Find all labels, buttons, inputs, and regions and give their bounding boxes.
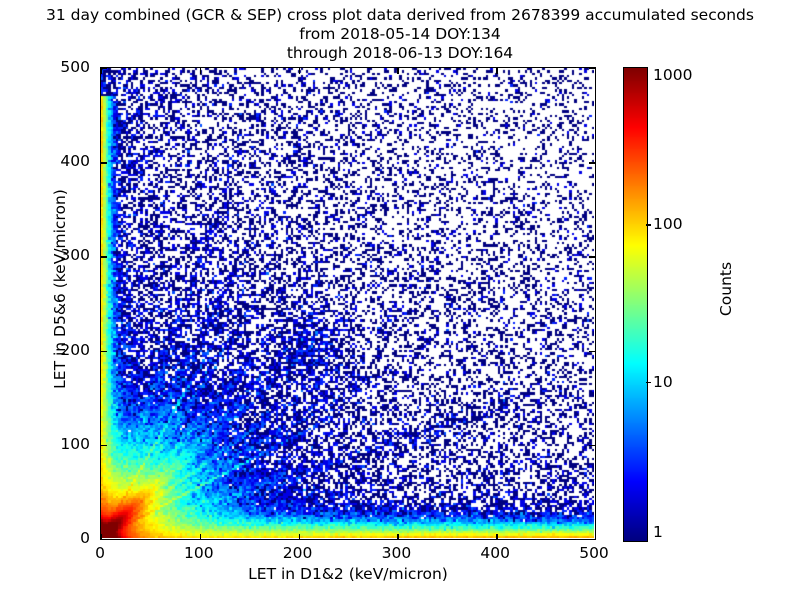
y-tick-label-100: 100 — [60, 434, 90, 453]
colorbar-tick-label-10: 10 — [653, 372, 673, 391]
x-axis-label: LET in D1&2 (keV/micron) — [248, 565, 448, 583]
colorbar-tick-label-1: 1 — [653, 523, 663, 541]
y-tick-right-300 — [589, 256, 595, 258]
y-tick-label-200: 200 — [60, 340, 90, 359]
y-tick-0 — [101, 539, 107, 541]
y-tick-label-500: 500 — [60, 58, 90, 76]
title-line-2: from 2018-05-14 DOY:134 — [299, 25, 501, 43]
x-tick-top-300 — [397, 68, 399, 74]
colorbar-tick-label-100: 100 — [653, 215, 683, 234]
x-tick-top-400 — [496, 68, 498, 74]
density-scatter-canvas — [101, 68, 594, 538]
y-tick-500 — [101, 68, 107, 70]
x-tick-label-300: 300 — [381, 544, 412, 562]
colorbar-title: Counts — [717, 261, 735, 317]
y-tick-300 — [101, 256, 107, 258]
y-tick-right-400 — [589, 162, 595, 164]
y-tick-200 — [101, 350, 107, 352]
y-tick-400 — [101, 162, 107, 164]
x-tick-top-500 — [595, 68, 597, 74]
x-tick-label-0: 0 — [95, 544, 105, 562]
plot-area — [100, 67, 597, 541]
chart-title: 31 day combined (GCR & SEP) cross plot d… — [0, 6, 800, 63]
colorbar: 1 10 100 1000 — [623, 66, 692, 542]
y-tick-right-100 — [589, 444, 595, 447]
x-tick-top-200 — [298, 68, 300, 74]
y-tick-right-500 — [589, 68, 595, 70]
y-tick-right-200 — [589, 350, 595, 352]
colorbar-gradient — [623, 67, 648, 542]
x-tick-500 — [595, 534, 597, 540]
x-tick-100 — [199, 534, 202, 540]
colorbar-tick-10 — [646, 381, 651, 384]
x-tick-400 — [496, 534, 498, 540]
y-tick-label-0: 0 — [80, 529, 90, 547]
y-tick-right-0 — [589, 539, 595, 541]
x-tick-300 — [397, 534, 399, 540]
x-tick-0 — [101, 534, 103, 540]
y-tick-label-400: 400 — [60, 152, 90, 171]
y-axis-label: LET in D5&6 (keV/micron) — [51, 189, 69, 389]
x-tick-top-100 — [199, 68, 202, 74]
y-tick-100 — [101, 444, 107, 447]
title-line-3: through 2018-06-13 DOY:164 — [286, 44, 514, 62]
x-tick-200 — [298, 534, 300, 540]
x-tick-label-400: 400 — [480, 544, 510, 562]
x-tick-label-200: 200 — [282, 544, 313, 562]
x-tick-top-0 — [101, 68, 103, 74]
colorbar-tick-100 — [646, 224, 651, 226]
y-tick-label-300: 300 — [60, 246, 90, 265]
colorbar-tick-label-1000: 1000 — [653, 66, 693, 84]
title-line-1: 31 day combined (GCR & SEP) cross plot d… — [46, 6, 754, 24]
x-tick-label-500: 500 — [579, 544, 609, 562]
x-tick-label-100: 100 — [184, 544, 214, 562]
